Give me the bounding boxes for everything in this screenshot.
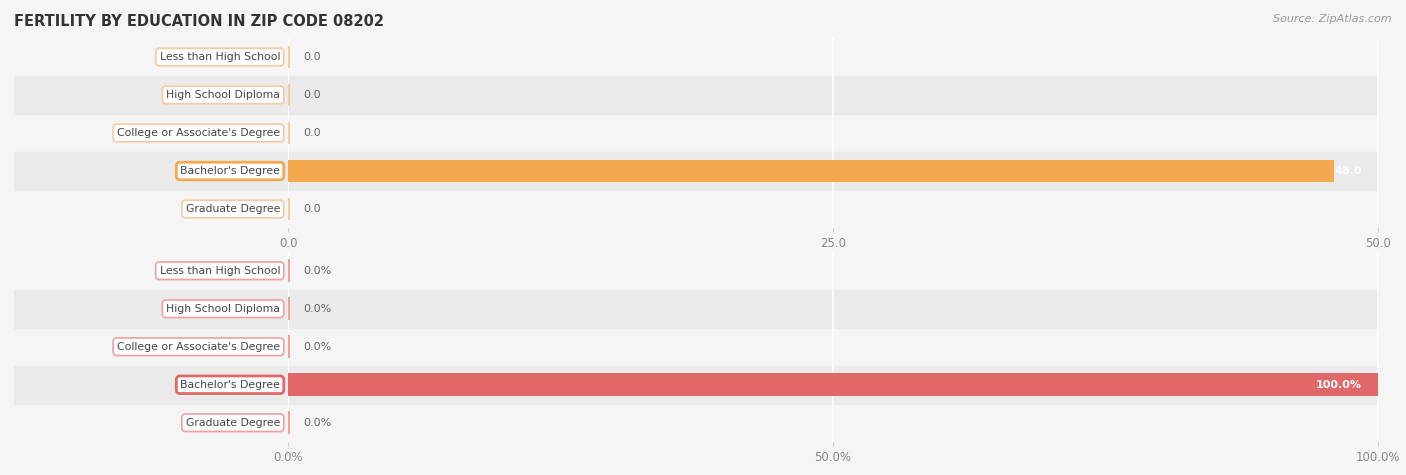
Text: 0.0: 0.0 (304, 52, 321, 62)
Bar (288, 160, 1334, 182)
Bar (288, 373, 1378, 396)
Text: 100.0%: 100.0% (1316, 380, 1361, 390)
Text: FERTILITY BY EDUCATION IN ZIP CODE 08202: FERTILITY BY EDUCATION IN ZIP CODE 08202 (14, 14, 384, 29)
Text: 0.0%: 0.0% (304, 342, 332, 352)
Text: 48.0: 48.0 (1334, 166, 1361, 176)
Text: High School Diploma: High School Diploma (166, 304, 280, 314)
Text: 0.0: 0.0 (304, 128, 321, 138)
Bar (288, 411, 291, 434)
Text: 0.0%: 0.0% (304, 266, 332, 276)
Bar (288, 198, 291, 220)
Text: Less than High School: Less than High School (159, 266, 280, 276)
Bar (14, 152, 288, 190)
Text: 0.0%: 0.0% (304, 304, 332, 314)
Text: Bachelor's Degree: Bachelor's Degree (180, 166, 280, 176)
Text: 0.0: 0.0 (304, 204, 321, 214)
Bar (288, 152, 1378, 190)
Bar (288, 122, 291, 144)
Bar (288, 290, 1378, 328)
Text: Graduate Degree: Graduate Degree (186, 418, 280, 428)
Text: College or Associate's Degree: College or Associate's Degree (117, 342, 280, 352)
Bar (288, 366, 1378, 404)
Bar (288, 76, 1378, 114)
Bar (288, 297, 291, 320)
Bar (14, 366, 288, 404)
Text: Source: ZipAtlas.com: Source: ZipAtlas.com (1274, 14, 1392, 24)
Bar (288, 46, 291, 68)
Bar (288, 335, 291, 358)
Bar (14, 290, 288, 328)
Text: Less than High School: Less than High School (159, 52, 280, 62)
Text: College or Associate's Degree: College or Associate's Degree (117, 128, 280, 138)
Bar (288, 84, 291, 106)
Text: Bachelor's Degree: Bachelor's Degree (180, 380, 280, 390)
Text: 0.0%: 0.0% (304, 418, 332, 428)
Bar (288, 259, 291, 282)
Text: High School Diploma: High School Diploma (166, 90, 280, 100)
Bar (14, 76, 288, 114)
Text: Graduate Degree: Graduate Degree (186, 204, 280, 214)
Text: 0.0: 0.0 (304, 90, 321, 100)
